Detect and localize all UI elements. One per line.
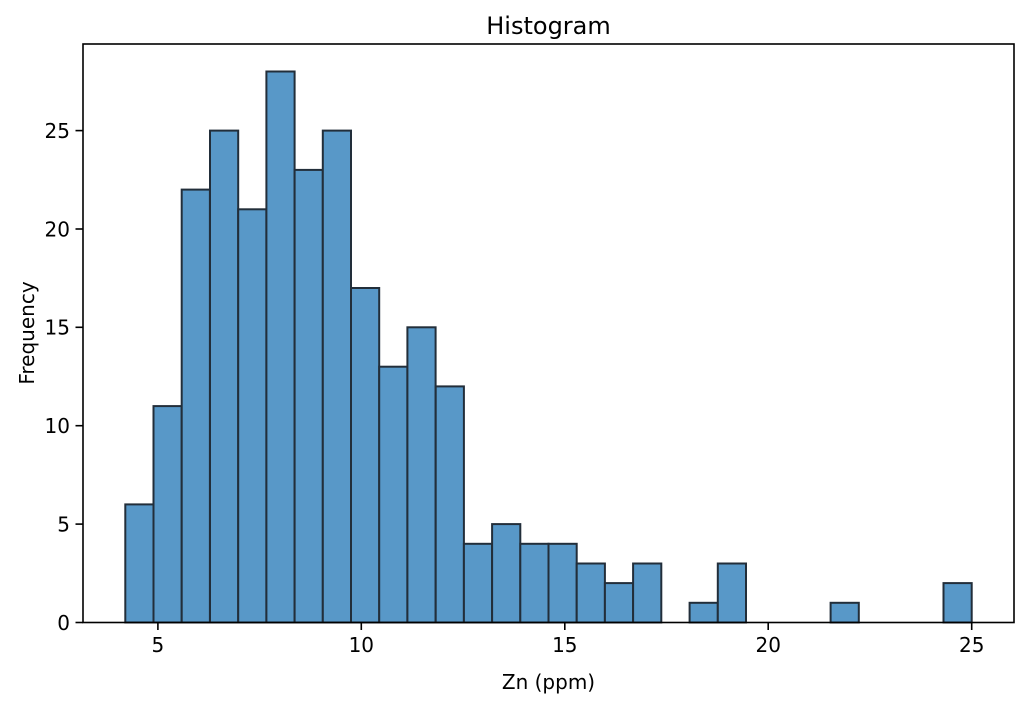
y-axis-label: Frequency: [15, 281, 39, 384]
y-axis-ticks: 0 5 10 15 20 25: [45, 119, 83, 635]
y-tick-label: 10: [45, 414, 70, 438]
histogram-bar: [462, 542, 494, 624]
histogram-bar: [378, 365, 409, 624]
x-tick-label: 10: [349, 633, 374, 657]
y-tick-label: 20: [45, 217, 70, 241]
histogram-bar: [237, 208, 268, 624]
histogram-bar: [716, 562, 747, 624]
histogram-bar: [152, 405, 183, 624]
histogram-bar: [575, 562, 606, 624]
histogram-bar: [519, 542, 550, 624]
y-tick-label: 0: [57, 611, 70, 635]
histogram-bars: [124, 70, 973, 624]
histogram-bar: [688, 601, 719, 624]
x-tick-label: 20: [755, 633, 780, 657]
histogram-bar: [603, 582, 635, 624]
histogram-bar: [829, 601, 860, 624]
histogram-bar: [491, 523, 522, 624]
y-tick-label: 15: [45, 316, 70, 340]
histogram-bar: [406, 326, 437, 624]
histogram-bar: [293, 168, 324, 624]
histogram-bar: [265, 70, 296, 624]
x-axis-ticks: 5 10 15 20 25: [152, 622, 984, 657]
chart-title: Histogram: [486, 12, 611, 40]
x-tick-label: 25: [959, 633, 984, 657]
histogram-bar: [180, 188, 211, 624]
x-axis-label: Zn (ppm): [502, 670, 595, 694]
x-tick-label: 5: [152, 633, 165, 657]
histogram-bar: [321, 129, 352, 624]
histogram-bar: [209, 129, 240, 624]
plot-border: [82, 43, 1015, 624]
x-tick-label: 15: [552, 633, 577, 657]
histogram-bar: [547, 542, 578, 624]
y-tick-label: 5: [57, 512, 70, 536]
histogram-bar: [350, 287, 381, 624]
histogram-bar: [434, 385, 465, 624]
histogram-bar: [942, 582, 973, 624]
histogram-bar: [632, 562, 663, 624]
y-tick-label: 25: [45, 119, 70, 143]
histogram-bar: [124, 503, 155, 624]
